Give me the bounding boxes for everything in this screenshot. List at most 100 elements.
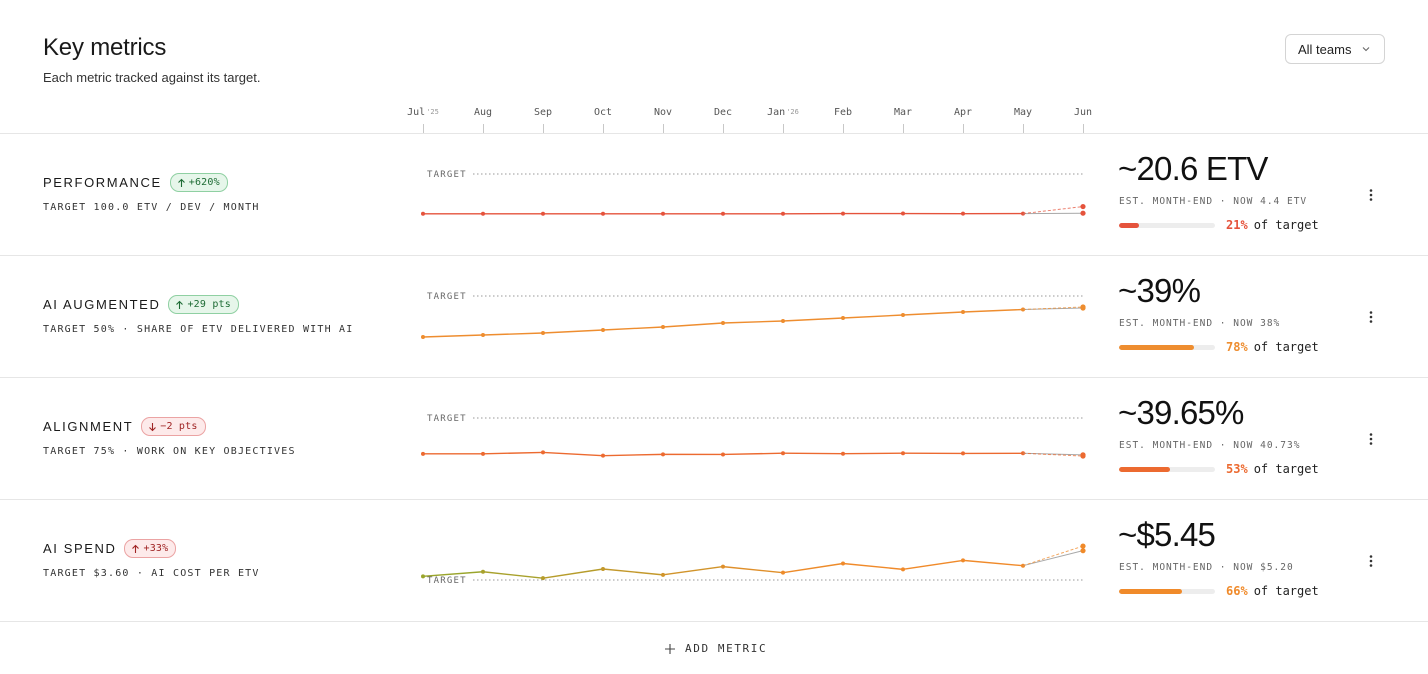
metric-name: AI AUGMENTED (43, 297, 161, 312)
target-progress-bar (1119, 345, 1215, 350)
timeline-month-label: May (1013, 107, 1033, 118)
series-segment (662, 565, 724, 576)
more-options-icon[interactable] (1363, 309, 1379, 325)
data-point (601, 328, 605, 332)
data-point (721, 321, 725, 325)
metric-name-group: AI AUGMENTED +29 pts (43, 295, 239, 314)
dot (1369, 559, 1373, 563)
series-segment (542, 329, 604, 334)
timeline-tick (903, 124, 904, 133)
metric-target-description: TARGET 50% · SHARE OF ETV DELIVERED WITH… (43, 324, 354, 335)
data-point (781, 319, 785, 323)
data-point (961, 310, 965, 314)
metric-sparkline: TARGET (421, 414, 1086, 459)
series-segment (482, 451, 544, 455)
timeline-tick (543, 124, 544, 133)
series-segment (782, 317, 844, 322)
series-segment (842, 314, 904, 319)
timeline-month-label: Sep (533, 107, 553, 118)
change-badge: +33% (124, 539, 177, 558)
projection-line (1022, 452, 1084, 457)
series-segment (902, 311, 964, 316)
timeline-tick (843, 124, 844, 133)
projected-value-point (1080, 543, 1086, 549)
dot (1369, 437, 1373, 441)
series-segment (662, 322, 724, 328)
estimate-caption: EST. MONTH-END · NOW 4.4 ETV (1119, 196, 1308, 207)
series-segment (842, 452, 904, 455)
estimate-caption: EST. MONTH-END · NOW 40.73% (1119, 440, 1301, 451)
progress-suffix: of target (1253, 340, 1319, 354)
change-badge-value: +620% (188, 177, 220, 188)
dot (1369, 193, 1373, 197)
metric-target-description: TARGET 100.0 ETV / DEV / MONTH (43, 202, 260, 213)
progress-suffix: of target (1253, 584, 1319, 598)
data-point (601, 567, 605, 571)
more-options-icon[interactable] (1363, 553, 1379, 569)
timeline-month-label: Jun (1073, 107, 1093, 118)
timeline-tick (723, 124, 724, 133)
data-point (541, 450, 545, 455)
metric-target-description: TARGET 75% · WORK ON KEY OBJECTIVES (43, 446, 296, 457)
data-point (841, 451, 845, 456)
metric-name: AI SPEND (43, 541, 117, 556)
data-point (661, 211, 665, 216)
arrow-down-icon (149, 422, 157, 431)
progress-percent: 21% (1226, 218, 1248, 232)
team-filter-dropdown[interactable]: All teams (1285, 34, 1385, 64)
dot (1369, 311, 1373, 314)
dot (1369, 198, 1373, 201)
divider (0, 499, 1428, 500)
data-point (541, 576, 545, 581)
series-segment (962, 308, 1024, 313)
series-segment (722, 320, 784, 324)
data-point (481, 451, 485, 456)
page-title: Key metrics (43, 34, 167, 61)
data-point (901, 211, 905, 216)
current-value-point (1080, 548, 1086, 554)
target-progress-text: 53% of target (1226, 462, 1319, 476)
data-point (601, 453, 605, 458)
timeline-month-label: Aug (473, 107, 493, 118)
target-progress-bar (1119, 589, 1215, 594)
data-point (421, 574, 425, 579)
metric-name-group: PERFORMANCE +620% (43, 173, 228, 192)
progress-suffix: of target (1253, 218, 1319, 232)
dot (1369, 555, 1373, 558)
series-segment (602, 326, 664, 331)
page-header: Key metrics Each metric tracked against … (43, 34, 260, 85)
data-point (781, 451, 785, 456)
dot (1369, 189, 1373, 192)
target-progress-bar (1119, 223, 1215, 228)
estimated-value: ~20.6 ETV (1118, 150, 1268, 187)
projected-value-point (1080, 203, 1086, 210)
data-point (1021, 563, 1025, 568)
data-point (781, 570, 785, 575)
current-value-line (1022, 550, 1084, 567)
progress-percent: 53% (1226, 462, 1248, 476)
data-point (841, 561, 845, 566)
page-subtitle: Each metric tracked against its target. (43, 70, 261, 85)
metric-sparkline: TARGET (421, 170, 1086, 216)
series-segment (602, 568, 664, 576)
data-point (541, 331, 545, 335)
progress-suffix: of target (1253, 462, 1319, 476)
timeline-month-label: Nov (653, 107, 673, 118)
more-options-icon[interactable] (1363, 187, 1379, 203)
projection-line (1022, 306, 1084, 310)
arrow-up-icon (132, 544, 140, 553)
series-segment (482, 332, 544, 336)
timeline-axis: Jul'25 Aug Sep Oct Nov Dec Jan'26 Feb Mar Apr May J… (0, 100, 1428, 134)
dot (1369, 320, 1373, 323)
more-options-icon[interactable] (1363, 431, 1379, 447)
team-filter-value: All teams (1298, 41, 1352, 57)
add-metric-label: ADD METRIC (685, 642, 768, 655)
change-badge: −2 pts (141, 417, 206, 436)
divider (0, 133, 1428, 134)
metric-target-description: TARGET $3.60 · AI COST PER ETV (43, 568, 260, 579)
timeline-month-label: Jul'25 (407, 107, 439, 118)
series-segment (542, 451, 604, 457)
change-badge: +29 pts (168, 295, 239, 314)
add-metric-button[interactable]: ADD METRIC (664, 642, 767, 655)
metric-sparkline: TARGET (421, 543, 1086, 586)
